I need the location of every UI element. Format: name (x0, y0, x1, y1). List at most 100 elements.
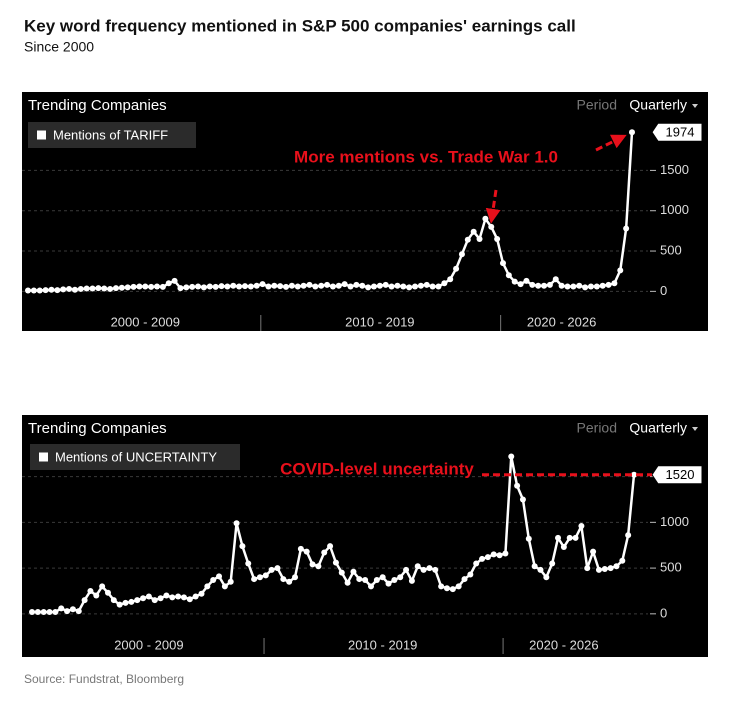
data-point (151, 597, 158, 604)
data-point (376, 282, 383, 289)
data-point (42, 287, 49, 294)
data-point (89, 285, 96, 292)
data-point (476, 235, 483, 242)
data-point (453, 265, 460, 272)
data-point (46, 609, 53, 615)
data-point (300, 282, 307, 289)
data-point (341, 281, 348, 288)
x-tick-label: 2020 - 2026 (529, 637, 598, 652)
data-point (494, 235, 501, 242)
data-point (570, 283, 577, 290)
data-point (216, 573, 223, 580)
annotation-text: COVID-level uncertainty (280, 459, 474, 478)
data-point (40, 609, 47, 615)
data-point (496, 552, 503, 559)
data-point (280, 576, 287, 583)
data-point (429, 283, 436, 290)
data-point (87, 587, 94, 594)
data-point (227, 578, 234, 585)
period-label: Period (577, 97, 617, 113)
data-point (60, 286, 67, 293)
data-point (488, 223, 495, 230)
data-point (283, 283, 290, 290)
data-point (36, 287, 43, 294)
data-point (221, 583, 228, 590)
legend-swatch (37, 130, 46, 140)
data-point (75, 608, 82, 615)
data-point (400, 283, 407, 290)
data-point (464, 236, 471, 243)
data-point (362, 576, 369, 583)
data-point (595, 566, 602, 573)
x-tick-label: 2000 - 2009 (114, 637, 183, 652)
data-point (253, 282, 260, 289)
data-point (546, 281, 553, 288)
period-value: Quarterly (629, 97, 687, 113)
data-point (277, 283, 284, 290)
data-point (350, 568, 357, 575)
data-point (116, 601, 123, 608)
data-point (192, 593, 199, 600)
last-value-label: 1520 (666, 467, 695, 482)
data-point (373, 576, 380, 583)
data-point (543, 574, 550, 581)
data-point (560, 544, 567, 551)
data-point (230, 282, 237, 289)
data-point (587, 283, 594, 290)
data-point (54, 287, 61, 294)
data-point (93, 592, 100, 599)
data-point (34, 609, 41, 615)
y-tick-label: 500 (660, 242, 682, 257)
data-point (321, 549, 328, 556)
data-point (315, 563, 322, 570)
data-point (502, 550, 509, 557)
data-point (157, 595, 164, 602)
data-point (370, 283, 377, 290)
data-point (189, 283, 196, 290)
last-value-tag (651, 122, 703, 142)
data-point (484, 554, 491, 561)
page-subtitle: Since 2000 (24, 39, 94, 55)
data-point (629, 129, 635, 136)
data-point (426, 565, 433, 572)
x-tick-label: 2010 - 2019 (348, 637, 417, 652)
data-point (271, 282, 278, 289)
data-point (159, 283, 166, 290)
panel-header: Trending Companies (28, 420, 167, 437)
data-point (582, 284, 589, 291)
data-point (198, 590, 205, 597)
data-point (572, 534, 579, 541)
data-point (177, 285, 184, 292)
data-point (432, 566, 439, 573)
data-point (245, 560, 252, 567)
data-point (397, 574, 404, 581)
data-point (52, 609, 59, 615)
data-point (262, 572, 269, 579)
data-point (332, 559, 339, 566)
data-point (441, 280, 448, 287)
data-point (490, 551, 497, 558)
data-point (175, 593, 182, 600)
y-tick-label: 0 (660, 283, 667, 298)
data-point (99, 583, 106, 590)
data-point (394, 282, 401, 289)
data-point (385, 580, 392, 587)
data-point (344, 579, 351, 586)
data-point (81, 597, 88, 604)
data-point (268, 566, 275, 573)
data-point (382, 281, 389, 288)
y-tick-label: 1000 (660, 202, 689, 217)
data-point (259, 281, 266, 288)
data-point (555, 534, 562, 541)
legend-box (30, 444, 240, 470)
data-point (83, 285, 90, 292)
data-point (535, 282, 542, 289)
data-point (423, 281, 430, 288)
data-point (292, 574, 299, 581)
data-point (142, 283, 149, 290)
data-point (435, 283, 442, 290)
data-point (467, 571, 474, 578)
data-point (414, 563, 421, 570)
data-point (306, 281, 313, 288)
